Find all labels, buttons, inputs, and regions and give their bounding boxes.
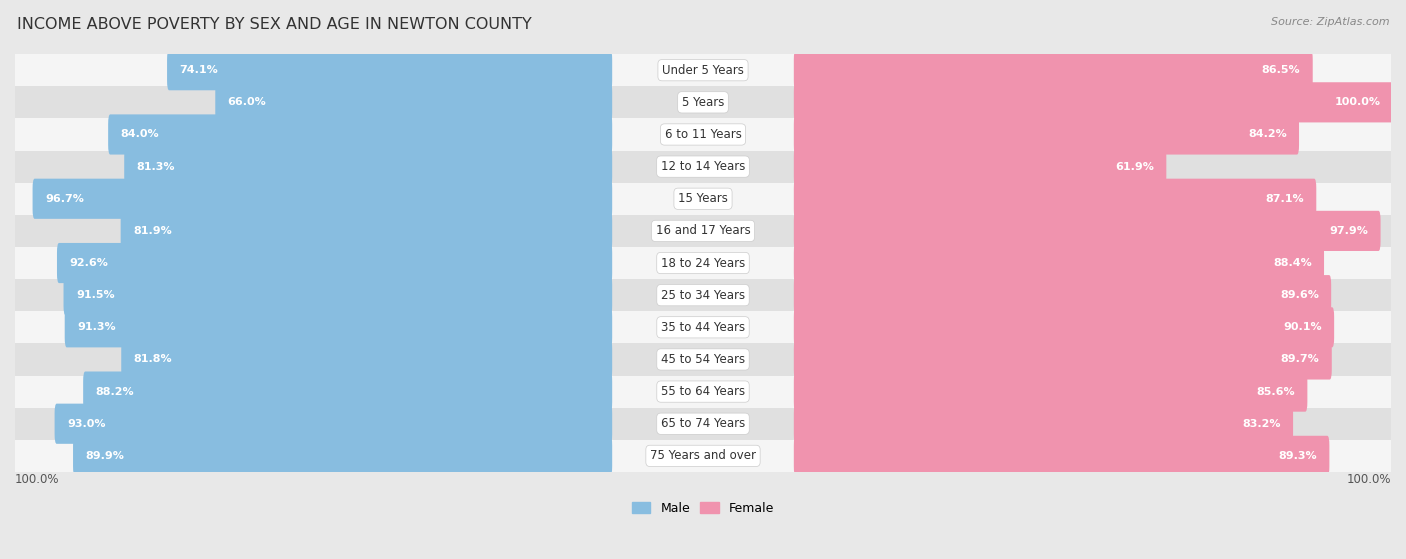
- Text: 92.6%: 92.6%: [69, 258, 108, 268]
- Text: 93.0%: 93.0%: [67, 419, 105, 429]
- Text: 81.8%: 81.8%: [134, 354, 173, 364]
- Text: 100.0%: 100.0%: [1347, 472, 1391, 486]
- FancyBboxPatch shape: [15, 247, 1391, 279]
- Text: 5 Years: 5 Years: [682, 96, 724, 109]
- Text: 85.6%: 85.6%: [1257, 387, 1295, 396]
- Text: 75 Years and over: 75 Years and over: [650, 449, 756, 462]
- FancyBboxPatch shape: [65, 307, 612, 347]
- Text: 81.9%: 81.9%: [134, 226, 172, 236]
- FancyBboxPatch shape: [15, 408, 1391, 440]
- Text: Under 5 Years: Under 5 Years: [662, 64, 744, 77]
- FancyBboxPatch shape: [167, 50, 612, 91]
- FancyBboxPatch shape: [63, 275, 612, 315]
- Text: 89.6%: 89.6%: [1279, 290, 1319, 300]
- Text: 89.9%: 89.9%: [86, 451, 124, 461]
- FancyBboxPatch shape: [794, 243, 1324, 283]
- Text: 83.2%: 83.2%: [1241, 419, 1281, 429]
- Text: 88.2%: 88.2%: [96, 387, 134, 396]
- FancyBboxPatch shape: [794, 211, 1381, 251]
- FancyBboxPatch shape: [215, 82, 612, 122]
- FancyBboxPatch shape: [124, 146, 612, 187]
- Text: 84.2%: 84.2%: [1249, 130, 1286, 140]
- Text: 55 to 64 Years: 55 to 64 Years: [661, 385, 745, 398]
- Text: 81.3%: 81.3%: [136, 162, 176, 172]
- FancyBboxPatch shape: [794, 436, 1330, 476]
- FancyBboxPatch shape: [794, 82, 1393, 122]
- Legend: Male, Female: Male, Female: [627, 497, 779, 520]
- Text: 16 and 17 Years: 16 and 17 Years: [655, 224, 751, 238]
- FancyBboxPatch shape: [15, 279, 1391, 311]
- FancyBboxPatch shape: [794, 115, 1299, 155]
- FancyBboxPatch shape: [121, 339, 612, 380]
- FancyBboxPatch shape: [108, 115, 612, 155]
- Text: 12 to 14 Years: 12 to 14 Years: [661, 160, 745, 173]
- FancyBboxPatch shape: [794, 146, 1167, 187]
- FancyBboxPatch shape: [15, 86, 1391, 119]
- Text: 89.7%: 89.7%: [1281, 354, 1319, 364]
- Text: 25 to 34 Years: 25 to 34 Years: [661, 288, 745, 302]
- FancyBboxPatch shape: [794, 339, 1331, 380]
- Text: 100.0%: 100.0%: [1334, 97, 1381, 107]
- FancyBboxPatch shape: [15, 215, 1391, 247]
- Text: 84.0%: 84.0%: [121, 130, 159, 140]
- Text: Source: ZipAtlas.com: Source: ZipAtlas.com: [1271, 17, 1389, 27]
- Text: INCOME ABOVE POVERTY BY SEX AND AGE IN NEWTON COUNTY: INCOME ABOVE POVERTY BY SEX AND AGE IN N…: [17, 17, 531, 32]
- FancyBboxPatch shape: [794, 404, 1294, 444]
- FancyBboxPatch shape: [15, 440, 1391, 472]
- FancyBboxPatch shape: [15, 343, 1391, 376]
- FancyBboxPatch shape: [15, 119, 1391, 150]
- FancyBboxPatch shape: [794, 307, 1334, 347]
- FancyBboxPatch shape: [15, 54, 1391, 86]
- Text: 96.7%: 96.7%: [45, 194, 84, 203]
- FancyBboxPatch shape: [15, 150, 1391, 183]
- FancyBboxPatch shape: [55, 404, 612, 444]
- FancyBboxPatch shape: [794, 179, 1316, 219]
- FancyBboxPatch shape: [794, 372, 1308, 411]
- FancyBboxPatch shape: [15, 183, 1391, 215]
- Text: 90.1%: 90.1%: [1284, 323, 1322, 332]
- Text: 87.1%: 87.1%: [1265, 194, 1303, 203]
- Text: 61.9%: 61.9%: [1115, 162, 1154, 172]
- Text: 74.1%: 74.1%: [180, 65, 218, 75]
- FancyBboxPatch shape: [15, 376, 1391, 408]
- Text: 35 to 44 Years: 35 to 44 Years: [661, 321, 745, 334]
- Text: 97.9%: 97.9%: [1329, 226, 1368, 236]
- FancyBboxPatch shape: [32, 179, 612, 219]
- Text: 100.0%: 100.0%: [15, 472, 59, 486]
- FancyBboxPatch shape: [121, 211, 612, 251]
- Text: 18 to 24 Years: 18 to 24 Years: [661, 257, 745, 269]
- Text: 91.3%: 91.3%: [77, 323, 115, 332]
- Text: 6 to 11 Years: 6 to 11 Years: [665, 128, 741, 141]
- Text: 65 to 74 Years: 65 to 74 Years: [661, 417, 745, 430]
- Text: 91.5%: 91.5%: [76, 290, 114, 300]
- FancyBboxPatch shape: [794, 50, 1313, 91]
- FancyBboxPatch shape: [83, 372, 612, 411]
- FancyBboxPatch shape: [58, 243, 612, 283]
- Text: 89.3%: 89.3%: [1278, 451, 1317, 461]
- Text: 66.0%: 66.0%: [228, 97, 266, 107]
- FancyBboxPatch shape: [15, 311, 1391, 343]
- Text: 45 to 54 Years: 45 to 54 Years: [661, 353, 745, 366]
- Text: 88.4%: 88.4%: [1272, 258, 1312, 268]
- FancyBboxPatch shape: [73, 436, 612, 476]
- Text: 86.5%: 86.5%: [1261, 65, 1301, 75]
- Text: 15 Years: 15 Years: [678, 192, 728, 205]
- FancyBboxPatch shape: [794, 275, 1331, 315]
